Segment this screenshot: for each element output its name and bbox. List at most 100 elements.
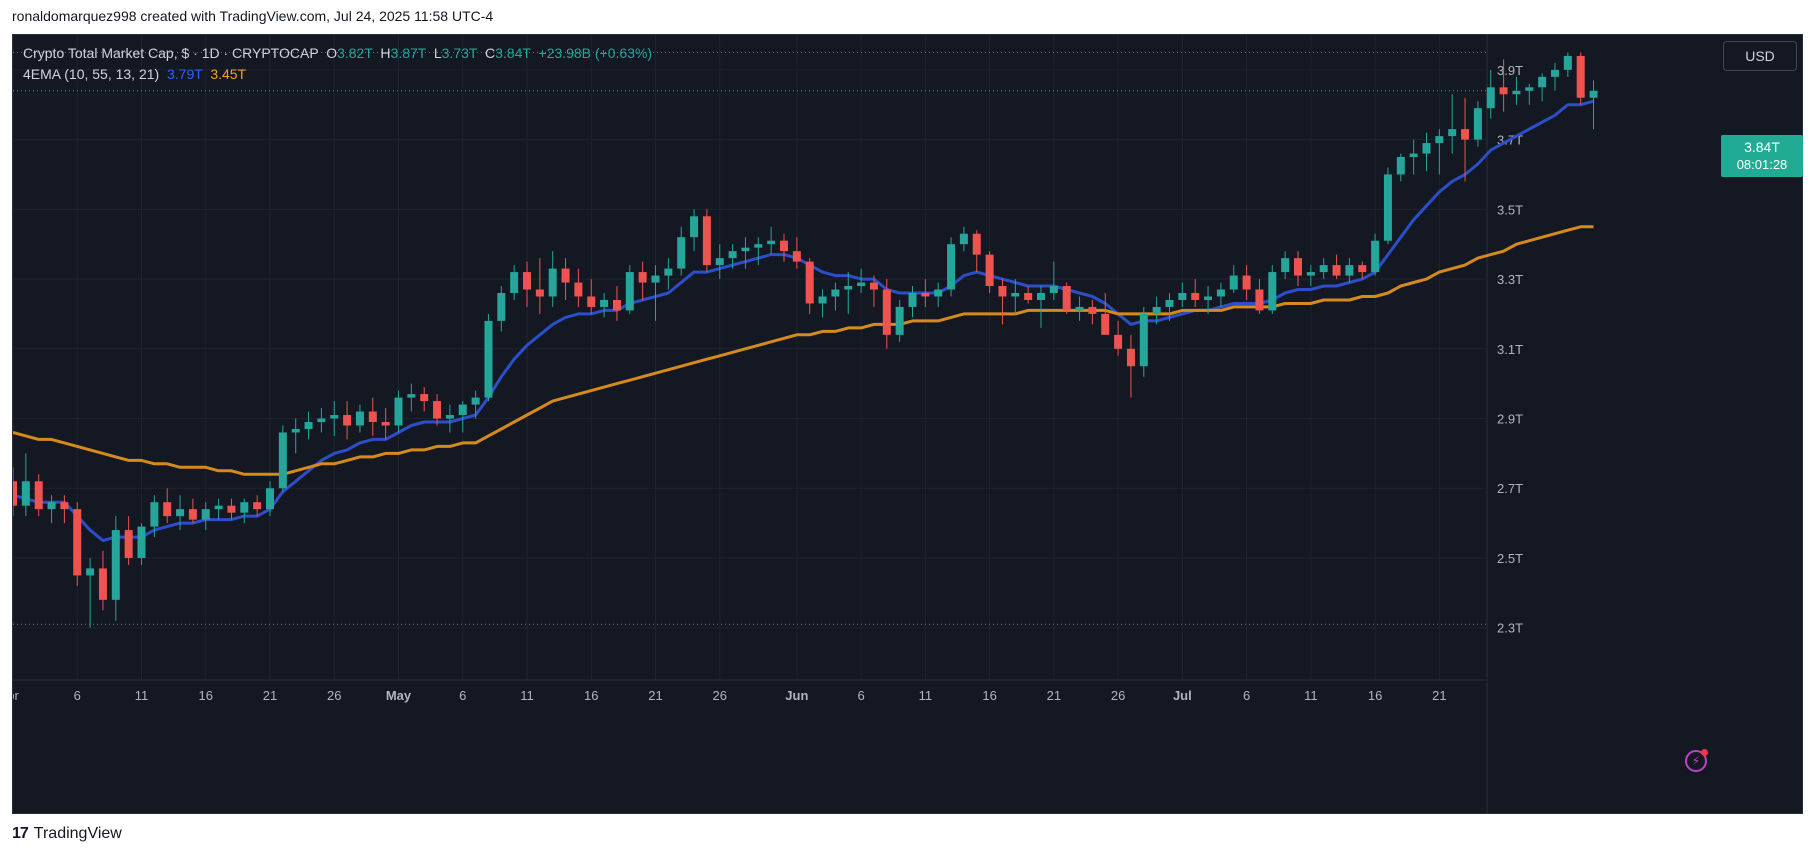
candle-up xyxy=(1383,174,1392,241)
candle-up xyxy=(625,272,634,311)
candle-down xyxy=(535,289,544,297)
candle-down xyxy=(381,422,390,426)
candle-up xyxy=(1152,306,1161,314)
ema-fast-value: 3.79T xyxy=(166,66,203,82)
chart-frame[interactable]: 3.9T3.7T3.5T3.3T3.1T2.9T2.7T2.5T2.3Tpr61… xyxy=(12,34,1803,814)
candle-up xyxy=(86,568,95,576)
candle-down xyxy=(523,272,531,290)
candle-up xyxy=(767,240,776,245)
candle-down xyxy=(1461,129,1470,140)
candle-up xyxy=(715,258,724,266)
candle-down xyxy=(188,509,197,520)
candle-up xyxy=(1473,108,1482,140)
candle-down xyxy=(638,272,647,283)
candle-up xyxy=(407,394,416,398)
x-tick-label: 6 xyxy=(459,688,466,703)
candle-up xyxy=(818,296,827,304)
ema-slow-value: 3.45T xyxy=(210,66,247,82)
candle-up xyxy=(1371,240,1380,273)
candle-up xyxy=(947,244,956,290)
x-tick-label: pr xyxy=(13,688,19,703)
currency-button[interactable]: USD xyxy=(1723,41,1797,71)
x-tick-label: 16 xyxy=(584,688,598,703)
candle-up xyxy=(150,502,159,527)
candle-up xyxy=(1139,313,1148,367)
candle-up xyxy=(21,481,30,506)
candle-up xyxy=(600,299,609,307)
candle-up xyxy=(317,418,326,422)
open-label: O xyxy=(326,45,338,61)
candle-down xyxy=(1255,289,1264,311)
x-tick-label: 11 xyxy=(1304,688,1318,703)
candle-down xyxy=(227,505,236,513)
candle-down xyxy=(124,530,133,558)
candle-up xyxy=(1204,296,1213,300)
candle-up xyxy=(201,509,210,520)
candle-down xyxy=(1358,265,1367,273)
high-label: H xyxy=(380,45,391,61)
candle-up xyxy=(1319,265,1328,273)
x-tick-label: 11 xyxy=(135,688,149,703)
last-price-tag: 3.84T 08:01:28 xyxy=(1721,135,1803,177)
footer-brand: 17 TradingView xyxy=(12,825,122,843)
candle-up xyxy=(728,251,737,259)
x-tick-label: 16 xyxy=(199,688,213,703)
candle-up xyxy=(1409,153,1418,158)
candle-down xyxy=(792,251,801,262)
legend-ema-row: 4EMA (10, 55, 13, 21) 3.79T 3.45T xyxy=(23,64,652,85)
candle-up xyxy=(471,397,480,405)
candle-up xyxy=(934,289,943,297)
candle-down xyxy=(561,268,570,283)
candle-up xyxy=(844,286,853,290)
candle-up xyxy=(1229,275,1238,290)
open-value: 3.82T xyxy=(337,45,373,61)
candle-down xyxy=(805,261,814,304)
candle-down xyxy=(869,282,878,290)
candle-down xyxy=(1114,334,1123,349)
candle-up xyxy=(1268,272,1277,311)
candle-up xyxy=(1011,293,1020,297)
candle-up xyxy=(895,306,904,335)
candle-up xyxy=(1281,258,1290,273)
candle-up xyxy=(1551,69,1559,77)
brand-name: TradingView xyxy=(33,825,122,842)
ema-line xyxy=(13,225,1594,476)
candle-up xyxy=(1448,129,1457,137)
candle-down xyxy=(1126,348,1135,367)
candle-down xyxy=(1242,275,1251,290)
candle-down xyxy=(60,502,69,510)
chart-attribution: ronaldomarquez998 created with TradingVi… xyxy=(12,8,494,24)
candle-up xyxy=(1396,157,1405,175)
candle-up xyxy=(304,422,313,429)
last-price-value: 3.84T xyxy=(1744,139,1780,155)
candle-down xyxy=(13,481,17,506)
symbol-title[interactable]: Crypto Total Market Cap, $ · 1D · CRYPTO… xyxy=(23,45,319,61)
candle-up xyxy=(111,530,120,600)
x-tick-label: 16 xyxy=(1368,688,1382,703)
x-tick-label: 26 xyxy=(1111,688,1125,703)
x-tick-label: 21 xyxy=(1047,688,1061,703)
y-tick-label: 2.9T xyxy=(1497,412,1523,427)
y-tick-label: 3.3T xyxy=(1497,272,1523,287)
candle-down xyxy=(972,233,981,255)
y-tick-label: 3.9T xyxy=(1497,63,1523,78)
candle-up xyxy=(214,505,223,510)
candle-up xyxy=(497,293,506,321)
candle-down xyxy=(420,394,429,402)
candle-up xyxy=(1049,286,1058,293)
close-value: 3.84T xyxy=(495,45,531,61)
y-tick-label: 2.3T xyxy=(1497,621,1523,636)
lightning-icon[interactable]: ⚡ xyxy=(1685,749,1708,772)
candle-up xyxy=(1345,265,1354,276)
candle-up xyxy=(355,411,364,426)
y-tick-label: 2.7T xyxy=(1497,481,1523,496)
x-tick-label: 11 xyxy=(919,688,933,703)
candle-up xyxy=(1435,136,1444,144)
x-tick-label: 16 xyxy=(982,688,996,703)
x-tick-label: 6 xyxy=(74,688,81,703)
candle-down xyxy=(921,293,930,297)
ema-indicator-label[interactable]: 4EMA (10, 55, 13, 21) xyxy=(23,66,160,82)
candle-up xyxy=(266,488,274,510)
candlestick-chart[interactable]: 3.9T3.7T3.5T3.3T3.1T2.9T2.7T2.5T2.3Tpr61… xyxy=(13,35,1802,813)
close-label: C xyxy=(484,45,496,61)
